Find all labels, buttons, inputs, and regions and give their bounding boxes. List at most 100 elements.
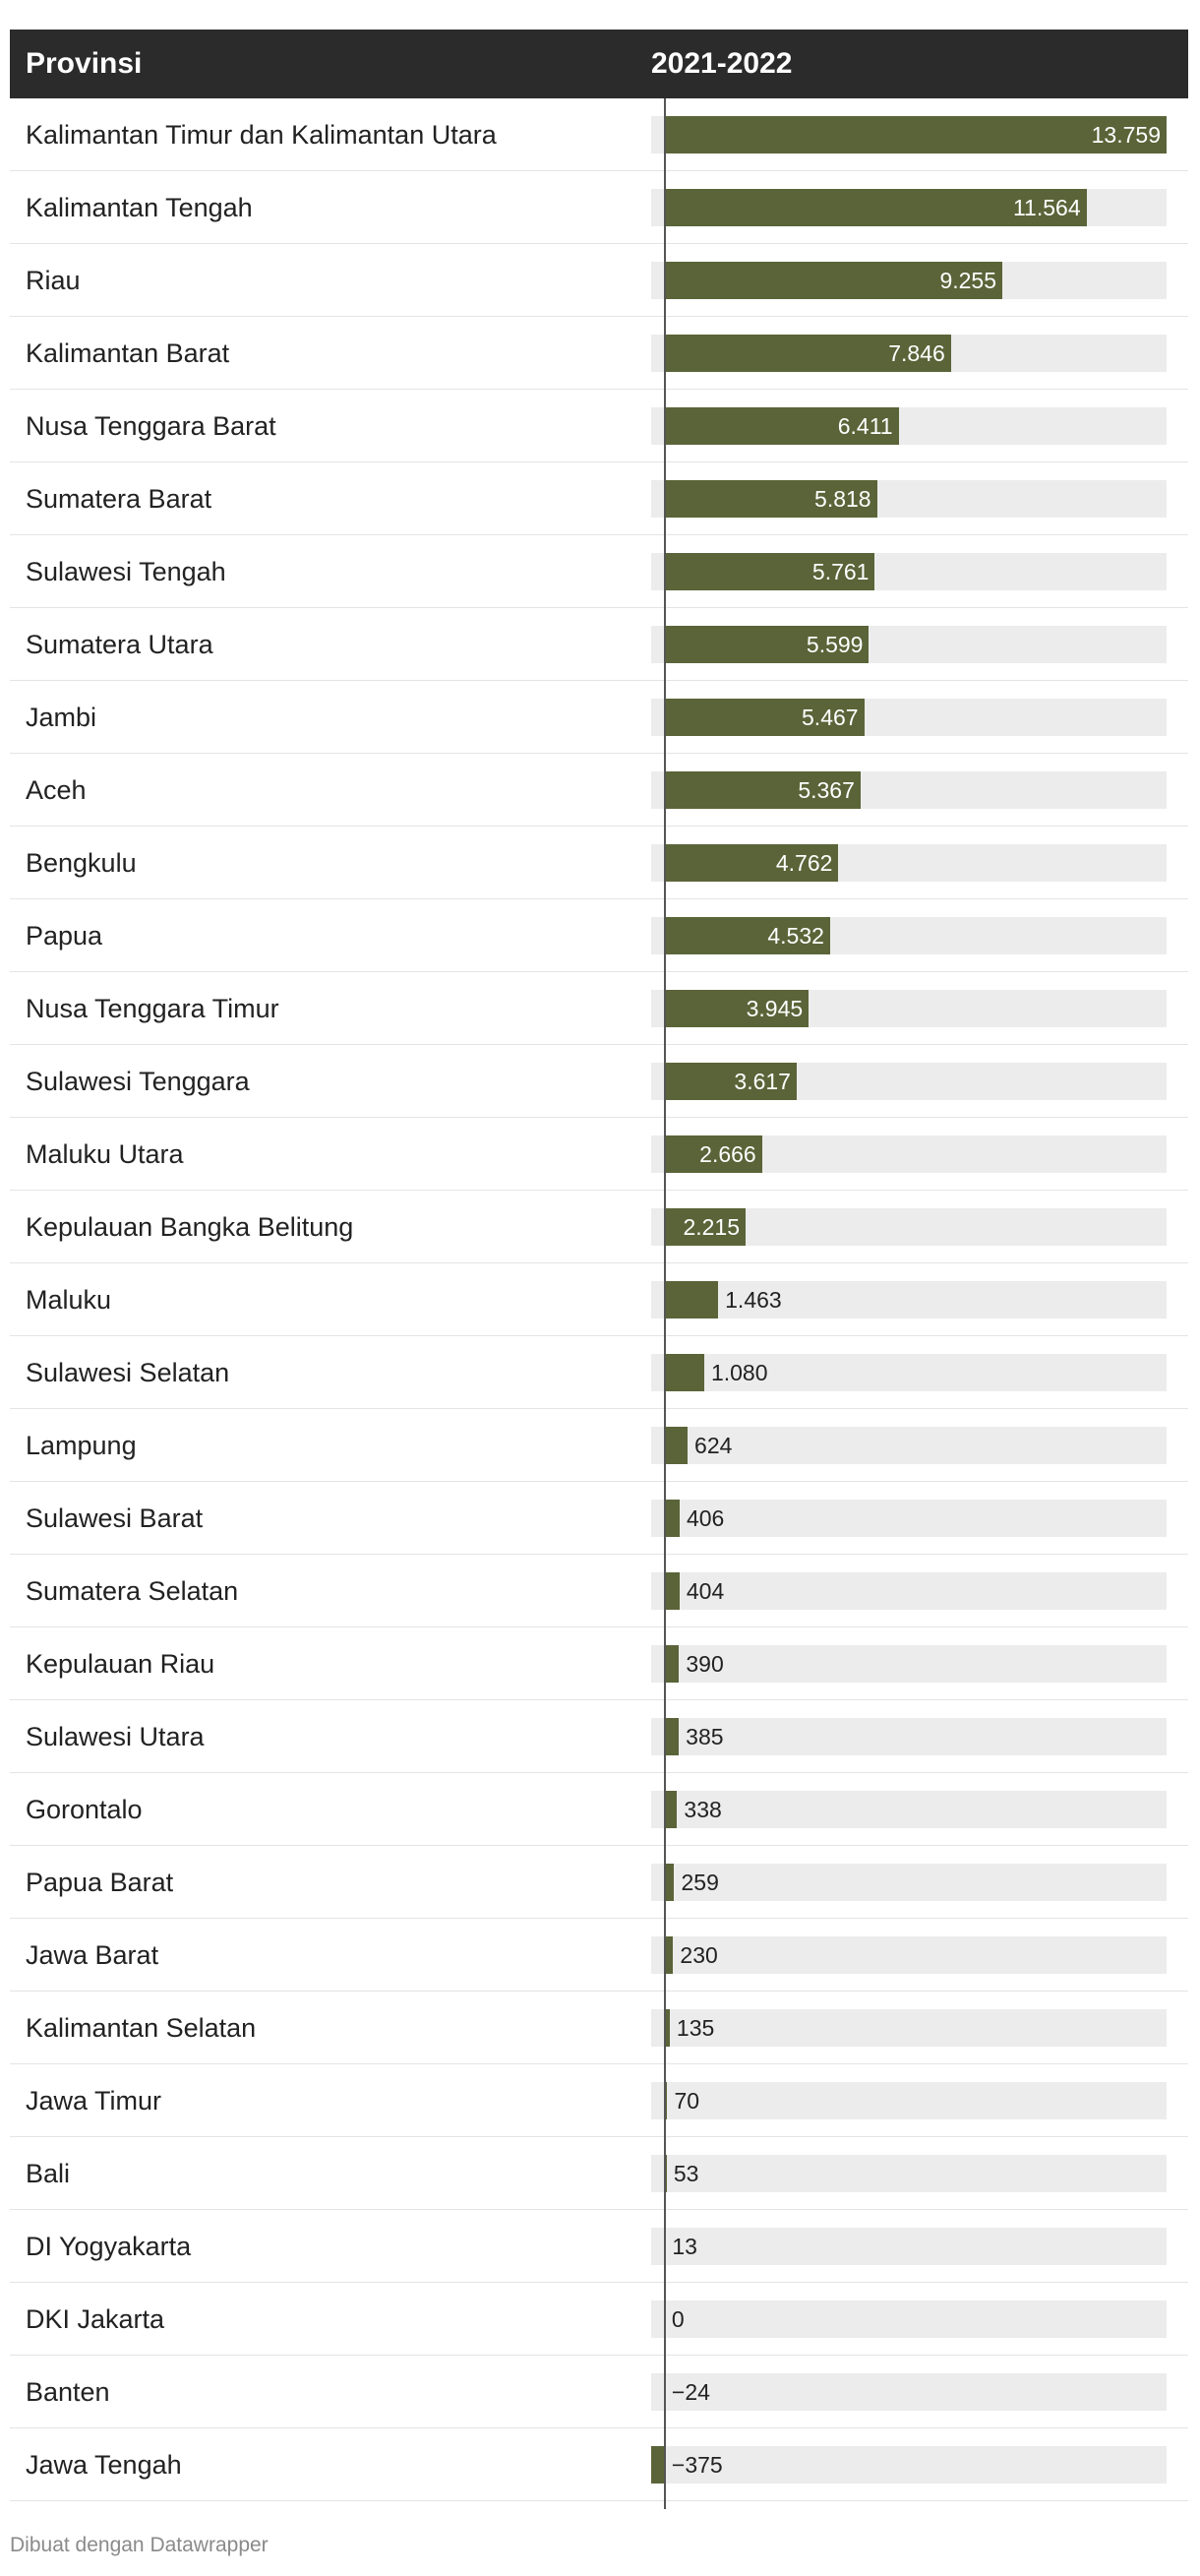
bar-value-label: 624 — [694, 1433, 733, 1458]
bar — [664, 1572, 680, 1610]
province-label: Jawa Barat — [26, 1940, 159, 1970]
table-row: Jambi 5.467 — [10, 681, 1188, 754]
province-label: Papua — [26, 921, 103, 951]
bar-track — [651, 1500, 1167, 1537]
bar-value-label: 6.411 — [837, 413, 893, 439]
bar — [664, 1354, 704, 1391]
province-label: Kalimantan Selatan — [26, 2013, 257, 2043]
table-row: DKI Jakarta 0 — [10, 2283, 1188, 2356]
table-row: Kalimantan Timur dan Kalimantan Utara 13.… — [10, 98, 1188, 171]
bar — [664, 1645, 680, 1683]
table-row: Nusa Tenggara Barat 6.411 — [10, 390, 1188, 462]
province-label: Sumatera Selatan — [26, 1576, 239, 1606]
province-label: Jawa Timur — [26, 2086, 162, 2116]
bar — [664, 1281, 719, 1319]
column-header-year[interactable]: 2021-2022 — [651, 47, 793, 80]
province-label: Jambi — [26, 703, 97, 732]
bar-track — [651, 1718, 1167, 1755]
bar — [664, 1500, 680, 1537]
table-row: Kalimantan Barat 7.846 — [10, 317, 1188, 390]
bar-value-label: 4.532 — [767, 923, 824, 949]
province-label: Gorontalo — [26, 1795, 143, 1824]
bar — [664, 1208, 746, 1246]
bar-value-label: 2.666 — [699, 1141, 756, 1167]
bar — [664, 116, 1167, 153]
table-row: Papua Barat 259 — [10, 1846, 1188, 1919]
bar-value-label: 135 — [676, 2015, 715, 2041]
table-row: Kepulauan Riau 390 — [10, 1627, 1188, 1700]
province-label: Sumatera Utara — [26, 630, 213, 659]
bar-track — [651, 2009, 1167, 2047]
bar-value-label: 230 — [680, 1942, 718, 1968]
bar-value-label: 70 — [674, 2088, 700, 2114]
table-row: Sulawesi Utara 385 — [10, 1700, 1188, 1773]
table-row: Sulawesi Barat 406 — [10, 1482, 1188, 1555]
bar-track — [651, 1864, 1167, 1901]
bar-value-label: 390 — [686, 1651, 724, 1677]
table-row: Maluku Utara 2.666 — [10, 1118, 1188, 1191]
bar-track — [651, 1354, 1167, 1391]
bar-value-label: 259 — [681, 1870, 719, 1895]
table-row: Bali 53 — [10, 2137, 1188, 2210]
bar-value-label: 1.463 — [725, 1287, 782, 1313]
province-label: Jawa Tengah — [26, 2450, 182, 2480]
bar-track — [651, 2228, 1167, 2265]
bar — [664, 407, 899, 445]
bar-value-label: 5.818 — [814, 486, 871, 512]
bar — [664, 189, 1087, 226]
bar-value-label: 13 — [672, 2234, 697, 2259]
bar-value-label: 338 — [684, 1797, 722, 1822]
bar-track — [651, 1936, 1167, 1974]
province-label: Nusa Tenggara Timur — [26, 994, 279, 1023]
bar — [664, 1791, 678, 1828]
table-row: Papua 4.532 — [10, 899, 1188, 972]
province-label: Aceh — [26, 775, 87, 805]
data-table: Provinsi 2021-2022 Kalimantan Timur dan … — [10, 30, 1188, 2509]
province-label: Bengkulu — [26, 848, 137, 878]
table-row: Banten −24 — [10, 2356, 1188, 2428]
province-label: Papua Barat — [26, 1868, 174, 1897]
bar-value-label: 5.761 — [811, 559, 870, 584]
bar — [664, 2009, 670, 2047]
province-label: Sulawesi Selatan — [26, 1358, 230, 1387]
table-row: Sulawesi Selatan 1.080 — [10, 1336, 1188, 1409]
province-label: Kalimantan Barat — [26, 338, 230, 368]
bar-value-label: 5.367 — [798, 777, 855, 803]
bar — [664, 2082, 668, 2119]
bar-value-label: 2.215 — [683, 1214, 741, 1240]
table-row: Jawa Tengah −375 — [10, 2428, 1188, 2501]
bar-value-label: 406 — [686, 1505, 725, 1531]
province-label: DI Yogyakarta — [26, 2232, 192, 2261]
bar — [664, 990, 810, 1027]
bar — [664, 480, 877, 518]
table-row: Maluku 1.463 — [10, 1263, 1188, 1336]
table-row: Bengkulu 4.762 — [10, 827, 1188, 899]
bar — [664, 262, 1002, 299]
bar-value-label: 385 — [686, 1724, 724, 1749]
bar-value-label: 404 — [686, 1578, 725, 1604]
province-label: Maluku Utara — [26, 1139, 184, 1169]
province-label: Nusa Tenggara Barat — [26, 411, 276, 441]
table-row: Kalimantan Tengah 11.564 — [10, 171, 1188, 244]
bar-track — [651, 2300, 1167, 2338]
province-label: Kepulauan Riau — [26, 1649, 215, 1679]
table-row: Jawa Timur 70 — [10, 2064, 1188, 2137]
bar — [664, 626, 870, 663]
bar-track — [651, 1572, 1167, 1610]
bar — [664, 844, 839, 882]
bar-track — [651, 2373, 1167, 2411]
table-row: Nusa Tenggara Timur 3.945 — [10, 972, 1188, 1045]
footer-credit: Dibuat dengan Datawrapper — [10, 2534, 269, 2556]
province-label: Sulawesi Tenggara — [26, 1067, 250, 1096]
province-label: Kepulauan Bangka Belitung — [26, 1212, 354, 1242]
table-row: Kalimantan Selatan 135 — [10, 1992, 1188, 2064]
bar-value-label: −375 — [671, 2452, 723, 2478]
table-row: Sumatera Selatan 404 — [10, 1555, 1188, 1627]
bar — [664, 771, 861, 809]
table-row: Lampung 624 — [10, 1409, 1188, 1482]
province-label: Riau — [26, 266, 81, 295]
column-header-province[interactable]: Provinsi — [26, 47, 143, 80]
bar — [664, 553, 875, 590]
province-label: Bali — [26, 2159, 71, 2188]
table-row: Gorontalo 338 — [10, 1773, 1188, 1846]
